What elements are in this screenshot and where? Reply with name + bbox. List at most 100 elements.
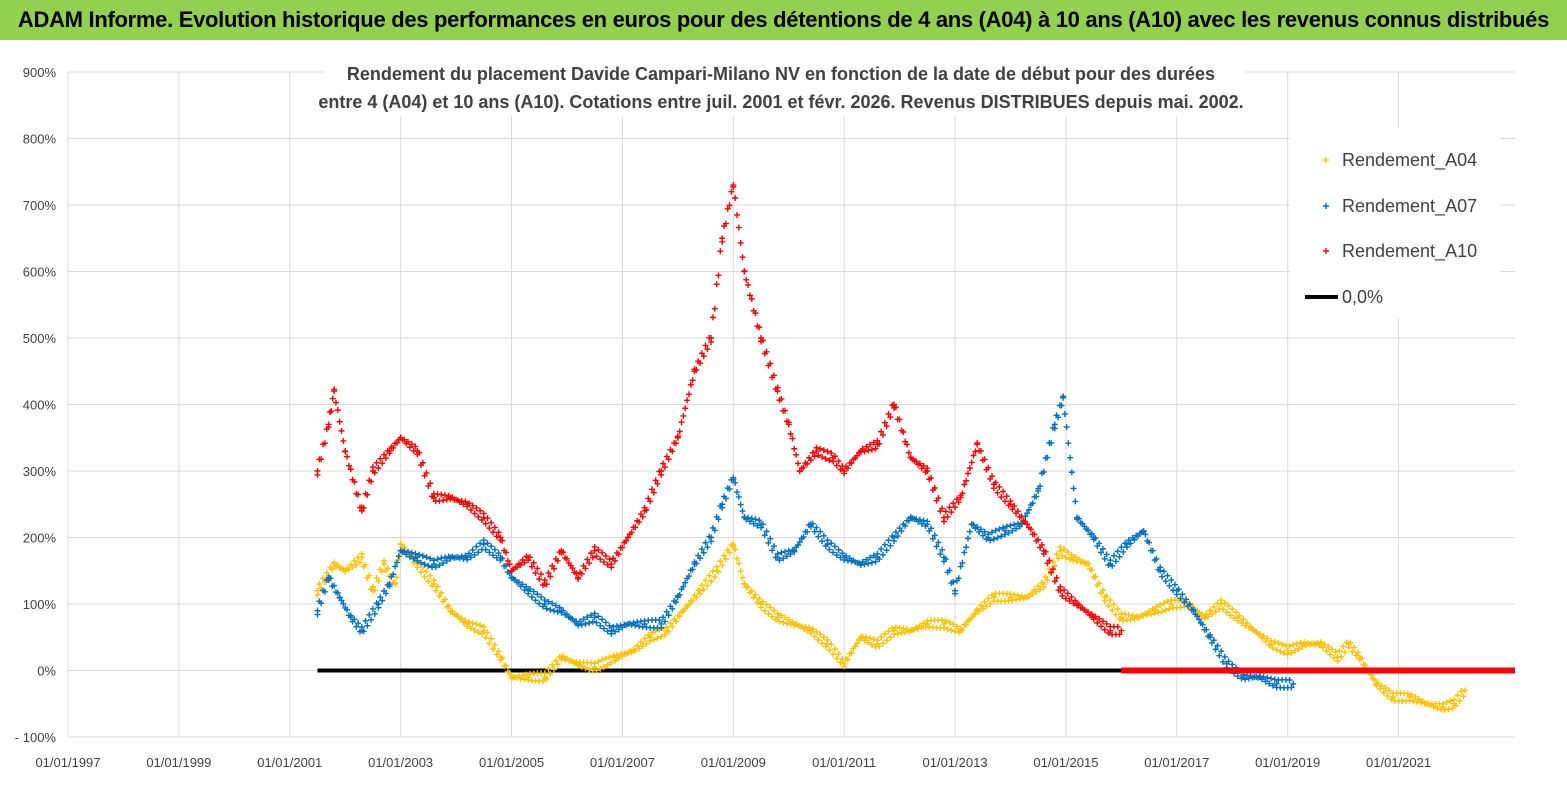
series-a10-marker	[632, 524, 639, 531]
series-a04-marker	[726, 549, 733, 556]
series-a07-marker	[732, 479, 739, 486]
series-a10-marker	[379, 460, 386, 467]
series-a04-marker	[721, 552, 728, 559]
series-a07-marker	[929, 535, 936, 542]
series-a04-marker	[1319, 644, 1326, 651]
series-a07-marker	[1063, 423, 1070, 430]
series-a10-marker	[491, 524, 498, 531]
series-a10-marker	[732, 194, 739, 201]
series-a04-marker	[1260, 633, 1267, 640]
series-a07-marker	[765, 539, 772, 546]
series-a07-marker	[395, 553, 402, 560]
series-a07-marker	[382, 590, 389, 597]
series-a10-marker	[652, 477, 659, 484]
series-a07-marker	[950, 578, 957, 585]
series-a10-point	[558, 547, 565, 554]
series-a10-marker	[916, 460, 923, 467]
series-a07-marker	[1177, 595, 1184, 602]
series-a07-marker	[966, 528, 973, 535]
series-a04-marker	[1147, 611, 1154, 618]
series-a04-marker	[1062, 554, 1069, 561]
series-a04-marker	[944, 626, 951, 633]
series-a07-point	[924, 521, 931, 528]
series-a10-marker	[809, 449, 816, 456]
series-a07-marker	[393, 559, 400, 566]
series-a04-marker	[373, 575, 380, 582]
series-a04-marker	[316, 580, 323, 587]
series-a04-marker	[1288, 649, 1295, 656]
series-a07-marker	[1112, 558, 1119, 565]
x-tick-label: 01/01/2003	[368, 755, 433, 770]
series-a04-marker	[1286, 643, 1293, 649]
series-a10-marker	[1051, 578, 1058, 585]
series-a04-marker	[1445, 706, 1452, 713]
y-tick-label: - 100%	[15, 730, 57, 745]
series-a04-marker	[1371, 676, 1378, 683]
series-a10-marker	[578, 570, 585, 577]
y-tick-label: 700%	[23, 198, 57, 213]
series-a07-marker	[726, 486, 733, 493]
series-a10-marker	[972, 448, 979, 455]
series-a07-marker	[1118, 544, 1125, 551]
series-a04-marker	[1323, 648, 1330, 655]
series-a04-marker	[1377, 685, 1384, 692]
series-a04-marker	[1055, 555, 1062, 562]
series-a07-marker	[377, 594, 384, 601]
series-a04-marker	[732, 546, 739, 553]
series-a07-marker	[898, 528, 905, 535]
x-tick-label: 01/01/2017	[1144, 755, 1209, 770]
series-a07-point	[841, 554, 848, 561]
series-a04-point	[990, 594, 997, 601]
series-a07-marker	[1164, 572, 1171, 579]
series-a07-marker	[534, 591, 541, 598]
series-a10-marker	[669, 448, 676, 455]
series-a04-marker	[669, 623, 676, 630]
series-a10-marker	[791, 445, 798, 452]
series-a04-marker	[445, 603, 452, 610]
series-a04-marker	[539, 678, 546, 685]
series-a07-marker	[992, 527, 999, 534]
chart-title-bg	[325, 58, 1245, 116]
legend-item-a07: Rendement_A07	[1323, 196, 1477, 217]
series-a04-marker	[780, 619, 787, 626]
series-a04-marker	[502, 662, 509, 669]
series-a04-marker	[1220, 606, 1227, 613]
y-axis-ticks: - 100% 0% 100% 200% 300% 400% 500% 600% 700% 800%…	[15, 65, 57, 745]
series-a07-marker	[491, 546, 498, 553]
series-a10-point	[508, 567, 515, 574]
series-a10-marker	[338, 427, 345, 434]
series-a04-marker	[952, 628, 959, 635]
series-a04-marker	[767, 604, 774, 611]
series-a10-marker	[344, 453, 351, 460]
series-a04-marker	[650, 636, 657, 643]
series-a10-marker	[499, 537, 506, 544]
series-a07-marker	[599, 616, 606, 623]
y-tick-label: 600%	[23, 265, 57, 280]
series-a10-point	[774, 388, 781, 395]
series-a07-marker	[1221, 653, 1228, 660]
series-a04-marker	[813, 628, 820, 635]
series-a04-point	[807, 627, 814, 634]
series-a10-marker	[502, 549, 509, 556]
series-a04-marker	[802, 624, 809, 631]
series-a04-marker	[517, 675, 524, 682]
series-a10-marker	[528, 563, 535, 570]
series-a10-point	[990, 481, 997, 488]
series-a10-marker	[800, 464, 807, 471]
legend-item-a10: Rendement_A10	[1323, 241, 1477, 262]
series-a07-marker	[1024, 510, 1031, 517]
chart-title: Rendement du placement Davide Campari-Mi…	[318, 58, 1245, 116]
series-a04-marker	[477, 622, 484, 629]
series-a07-marker	[521, 586, 528, 593]
series-a04-marker	[599, 656, 606, 663]
series-a10-marker	[789, 435, 796, 442]
series-a04-marker	[552, 657, 559, 664]
x-tick-label: 01/01/2007	[590, 755, 655, 770]
series-a04-marker	[349, 563, 356, 570]
series-a10-point	[1057, 587, 1064, 594]
series-a07-marker	[918, 520, 925, 527]
series-a04-marker	[770, 607, 777, 614]
series-a04-marker	[1460, 693, 1467, 700]
series-a07-marker	[405, 548, 412, 555]
series-a10-marker	[870, 439, 877, 446]
